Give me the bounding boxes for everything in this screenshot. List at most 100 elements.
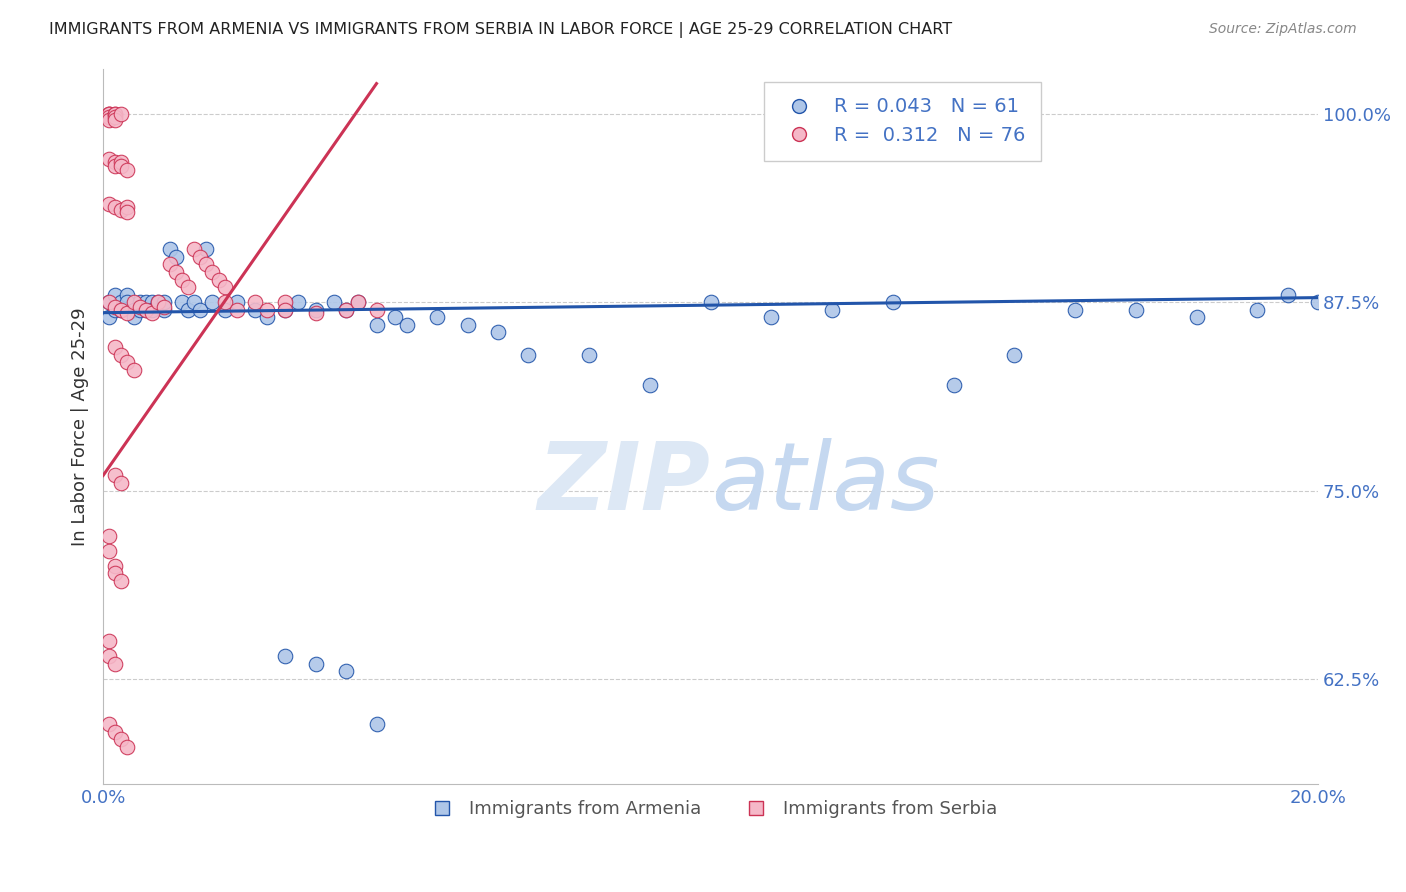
Point <box>98 152 121 166</box>
Point <box>699 295 721 310</box>
Point <box>104 566 127 581</box>
Point <box>274 649 297 664</box>
Point <box>104 107 127 121</box>
Point <box>347 295 370 310</box>
Point <box>122 310 145 325</box>
Point <box>1125 302 1147 317</box>
Point <box>395 318 418 332</box>
Point <box>274 295 297 310</box>
Point <box>104 107 127 121</box>
Point <box>335 302 357 317</box>
Point <box>305 302 328 317</box>
Point <box>214 295 236 310</box>
Point <box>104 468 127 483</box>
Point <box>1064 302 1087 317</box>
Point <box>159 257 181 271</box>
Point <box>1308 295 1330 310</box>
Point <box>274 302 297 317</box>
Point <box>104 112 127 127</box>
Point <box>578 348 600 362</box>
Point <box>517 348 540 362</box>
Point <box>305 657 328 671</box>
Point <box>135 302 157 317</box>
Point <box>104 200 127 214</box>
Point <box>153 295 176 310</box>
Point <box>104 724 127 739</box>
Point <box>104 287 127 301</box>
Point <box>117 162 139 177</box>
Point <box>243 295 266 310</box>
Point <box>128 300 150 314</box>
Point <box>110 107 132 121</box>
Point <box>172 272 194 286</box>
Point <box>243 302 266 317</box>
Point <box>335 665 357 679</box>
Point <box>183 295 205 310</box>
Point <box>135 295 157 310</box>
Point <box>98 649 121 664</box>
Point <box>821 302 844 317</box>
Point <box>1002 348 1025 362</box>
Point <box>98 544 121 558</box>
Point <box>486 326 509 340</box>
Point <box>135 302 157 317</box>
Point <box>146 295 169 310</box>
Point <box>347 295 370 310</box>
Point <box>110 155 132 169</box>
Point <box>110 302 132 317</box>
Text: ZIP: ZIP <box>537 438 710 530</box>
Point <box>110 348 132 362</box>
Point <box>98 197 121 211</box>
Point <box>98 634 121 648</box>
Point <box>165 265 187 279</box>
Point <box>195 243 218 257</box>
Point <box>98 107 121 121</box>
Point <box>141 302 163 317</box>
Point <box>98 107 121 121</box>
Point <box>942 378 965 392</box>
Point <box>426 310 449 325</box>
Point <box>305 306 328 320</box>
Point <box>153 302 176 317</box>
Point <box>117 355 139 369</box>
Point <box>104 558 127 573</box>
Point <box>141 295 163 310</box>
Text: atlas: atlas <box>710 438 939 529</box>
Point <box>882 295 904 310</box>
Point <box>366 318 388 332</box>
Point <box>110 574 132 588</box>
Point <box>384 310 406 325</box>
Point <box>159 243 181 257</box>
Point <box>287 295 309 310</box>
Point <box>104 160 127 174</box>
Point <box>274 302 297 317</box>
Point <box>104 657 127 671</box>
Point <box>188 250 211 264</box>
Point <box>117 739 139 754</box>
Point <box>117 295 139 310</box>
Point <box>104 300 127 314</box>
Point <box>201 295 224 310</box>
Point <box>122 295 145 310</box>
Point <box>110 203 132 218</box>
Point <box>98 529 121 543</box>
Point <box>110 732 132 747</box>
Point <box>128 295 150 310</box>
Point <box>110 160 132 174</box>
Point <box>122 363 145 377</box>
Point <box>207 272 229 286</box>
Point <box>104 340 127 354</box>
Point <box>98 112 121 127</box>
Point <box>1277 287 1299 301</box>
Point <box>366 717 388 731</box>
Point <box>1185 310 1208 325</box>
Point <box>457 318 479 332</box>
Point <box>98 295 121 310</box>
Point <box>98 110 121 124</box>
Point <box>256 310 278 325</box>
Point <box>128 302 150 317</box>
Point <box>117 306 139 320</box>
Point <box>104 155 127 169</box>
Text: Source: ZipAtlas.com: Source: ZipAtlas.com <box>1209 22 1357 37</box>
Point <box>153 300 176 314</box>
